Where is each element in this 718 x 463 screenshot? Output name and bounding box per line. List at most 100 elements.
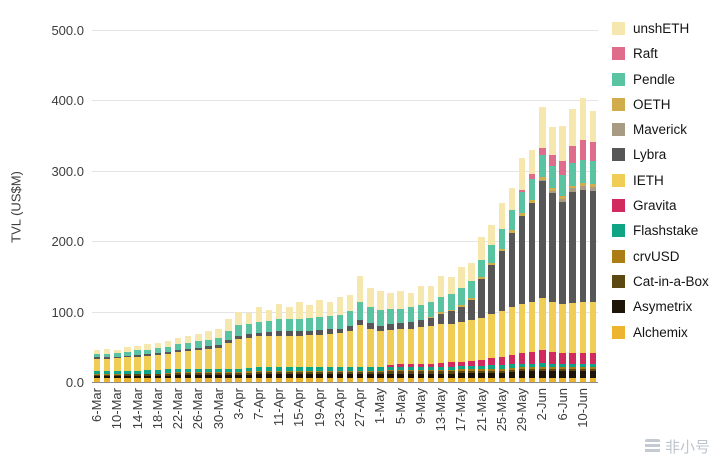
bar-segment-Pendle [468, 281, 475, 299]
bar [326, 302, 334, 382]
bar-segment-Lybra [265, 332, 273, 337]
bar-segment-Lybra [103, 357, 111, 359]
bar-segment-Asymetrix [346, 374, 354, 379]
bar-segment-Alchemix [458, 378, 465, 382]
bar-segment-Asymetrix [579, 370, 587, 378]
bar-segment-IETH [508, 306, 516, 355]
bar [356, 275, 364, 382]
bar-segment-OETH [539, 177, 546, 180]
bar-segment-Asymetrix [498, 372, 506, 379]
legend-swatch [612, 22, 625, 35]
bar-segment-Alchemix [296, 378, 303, 382]
bar-segment-crvUSD [559, 366, 566, 369]
bar-segment-Flashstake [316, 367, 323, 371]
gridline [92, 311, 598, 313]
bar-segment-Asymetrix [569, 370, 576, 378]
bar-segment-Cat-in-a-Box [93, 374, 101, 377]
bar-segment-Alchemix [103, 378, 111, 382]
bar-segment-Lybra [326, 329, 334, 335]
x-tick-label: 25-May [493, 388, 509, 432]
bar-segment-unshETH [144, 344, 151, 350]
bar-segment-Lybra [356, 320, 364, 325]
bar-segment-unshETH [579, 97, 587, 140]
bar [539, 106, 546, 382]
bar-segment-crvUSD [478, 369, 485, 371]
bar [468, 263, 475, 382]
bar-segment-IETH [579, 302, 587, 354]
bar-segment-crvUSD [215, 372, 222, 373]
gridline [92, 382, 598, 383]
bar [114, 349, 121, 382]
bar-segment-Alchemix [498, 378, 506, 382]
bar-segment-Pendle [205, 339, 212, 347]
bar-segment-Pendle [184, 343, 192, 349]
legend-label: OETH [633, 96, 671, 112]
bar-segment-Lybra [205, 346, 212, 349]
bar [448, 277, 455, 382]
bar-segment-IETH [164, 353, 172, 370]
bar-segment-unshETH [164, 340, 172, 347]
bar-segment-Cat-in-a-Box [448, 371, 455, 374]
bar [134, 346, 141, 382]
bar-segment-crvUSD [205, 372, 212, 373]
bar-segment-Lybra [235, 335, 242, 340]
bar-segment-Cat-in-a-Box [205, 372, 212, 375]
legend-swatch [612, 274, 625, 288]
bar-segment-Asymetrix [326, 374, 334, 379]
bar-segment-Alchemix [225, 378, 232, 382]
bar-segment-Asymetrix [164, 375, 172, 379]
bar-segment-Lybra [174, 349, 182, 352]
bar-segment-Flashstake [407, 366, 415, 371]
bar-segment-Alchemix [134, 378, 141, 382]
bar-segment-Pendle [336, 315, 344, 329]
gridline [92, 170, 598, 172]
x-tick-label: 17-May [453, 388, 469, 432]
y-axis-title: TVL (US$M) [8, 171, 24, 243]
bar-segment-crvUSD [225, 372, 232, 373]
bar-segment-Alchemix [144, 378, 151, 382]
bar-segment-Cat-in-a-Box [174, 372, 182, 375]
bar-segment-crvUSD [306, 370, 313, 373]
bar-segment-Asymetrix [205, 374, 212, 379]
bar-segment-crvUSD [458, 369, 465, 371]
legend-label: Raft [633, 46, 658, 62]
bar-segment-Alchemix [589, 377, 597, 382]
bar [437, 276, 445, 382]
legend-swatch [612, 97, 625, 111]
bar-segment-Cat-in-a-Box [468, 370, 475, 373]
bar-segment-Asymetrix [427, 373, 435, 379]
bar-segment-Flashstake [569, 363, 576, 367]
bar-segment-Raft [539, 147, 546, 155]
bar-segment-IETH [427, 326, 435, 364]
bar-segment-Gravita [589, 353, 597, 364]
bar-segment-Flashstake [144, 370, 151, 374]
bar-segment-Alchemix [205, 378, 212, 382]
bar-segment-unshETH [195, 334, 202, 342]
bar-segment-Alchemix [164, 378, 172, 382]
bar-segment-Gravita [549, 352, 556, 364]
bar-segment-IETH [468, 320, 475, 361]
bar-segment-Lybra [488, 265, 495, 315]
bar [458, 267, 465, 382]
bar-segment-IETH [195, 350, 202, 369]
bar-segment-Cat-in-a-Box [336, 372, 344, 375]
bar-segment-crvUSD [154, 373, 162, 375]
bar-segment-OETH [579, 182, 587, 186]
bar-segment-Alchemix [559, 377, 566, 382]
bar-segment-Alchemix [306, 378, 313, 382]
bar [478, 237, 485, 382]
bar-segment-Flashstake [539, 363, 546, 367]
bar-segment-Alchemix [367, 378, 374, 382]
bar [367, 288, 374, 382]
bar-segment-IETH [356, 325, 364, 368]
bar-segment-Flashstake [478, 365, 485, 370]
bar-segment-IETH [549, 301, 556, 353]
legend-swatch [612, 123, 625, 137]
bar-segment-Asymetrix [549, 370, 556, 378]
gridline [92, 241, 598, 243]
bar-segment-Flashstake [103, 371, 111, 375]
bar-segment-Pendle [417, 305, 425, 321]
bar-segment-unshETH [275, 303, 283, 320]
bar [528, 150, 536, 382]
bar-segment-unshETH [518, 158, 526, 190]
